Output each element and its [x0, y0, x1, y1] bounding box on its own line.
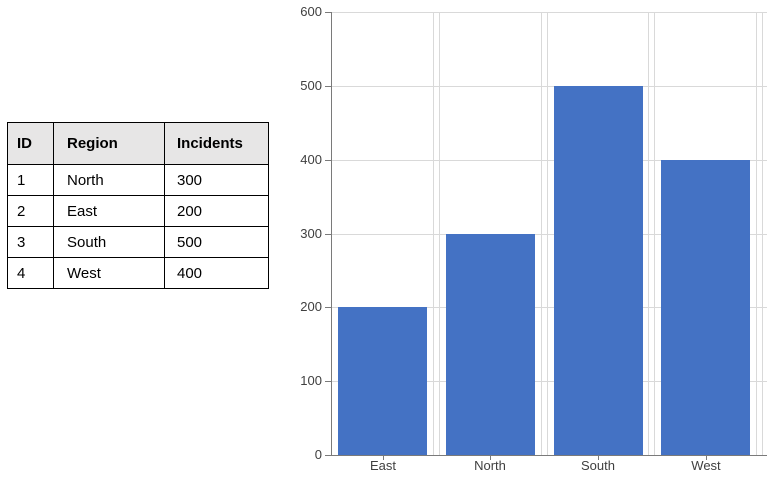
x-axis-category-label: South: [581, 458, 615, 473]
cell-id: 2: [7, 195, 54, 227]
y-axis-tick-label: 500: [300, 78, 322, 93]
region-incidents-table: ID Region Incidents 1 North 300 2 East 2…: [7, 122, 269, 289]
y-axis-tick-label: 400: [300, 152, 322, 167]
table-row: 3 South 500: [7, 226, 269, 258]
gridline-vertical: [547, 12, 548, 455]
y-axis-tick: [325, 381, 331, 382]
data-table: ID Region Incidents 1 North 300 2 East 2…: [7, 122, 269, 289]
y-axis-tick-label: 200: [300, 299, 322, 314]
col-header-id: ID: [7, 122, 54, 165]
bar-east: [338, 307, 427, 455]
x-axis-line: [331, 455, 767, 456]
bar-north: [446, 234, 535, 456]
gridline-vertical: [654, 12, 655, 455]
y-axis-tick: [325, 234, 331, 235]
x-axis-tick: [383, 456, 384, 460]
y-axis-line: [331, 12, 332, 456]
cell-incidents: 500: [164, 226, 269, 258]
cell-incidents: 200: [164, 195, 269, 227]
gridline-vertical: [541, 12, 542, 455]
cell-id: 3: [7, 226, 54, 258]
cell-id: 4: [7, 257, 54, 289]
gridline-horizontal: [331, 160, 767, 161]
gridline-horizontal: [331, 12, 767, 13]
cell-incidents: 400: [164, 257, 269, 289]
gridline-horizontal: [331, 307, 767, 308]
y-axis-tick: [325, 86, 331, 87]
y-axis-tick: [325, 160, 331, 161]
cell-region: West: [53, 257, 165, 289]
gridline-vertical: [756, 12, 757, 455]
gridline-horizontal: [331, 234, 767, 235]
x-axis-tick: [598, 456, 599, 460]
x-axis-category-label: East: [369, 458, 396, 473]
gridline-vertical: [648, 12, 649, 455]
gridline-horizontal: [331, 381, 767, 382]
table-row: 2 East 200: [7, 195, 269, 227]
x-axis-tick: [490, 456, 491, 460]
gridline-horizontal: [331, 86, 767, 87]
gridline-vertical: [439, 12, 440, 455]
y-axis-tick: [325, 455, 331, 456]
y-axis-tick-label: 600: [300, 4, 322, 19]
cell-region: North: [53, 164, 165, 196]
y-axis-tick-label: 300: [300, 226, 322, 241]
bar-south: [554, 86, 643, 455]
x-axis-category-label: North: [474, 458, 506, 473]
bar-west: [661, 160, 750, 455]
gridline-vertical: [762, 12, 763, 455]
table-row: 1 North 300: [7, 164, 269, 196]
x-axis-category-label: West: [691, 458, 721, 473]
y-axis-tick: [325, 307, 331, 308]
gridline-vertical: [433, 12, 434, 455]
y-axis-tick-label: 100: [300, 373, 322, 388]
table-row: 4 West 400: [7, 257, 269, 289]
y-axis-tick: [325, 12, 331, 13]
y-axis-tick-label: 0: [314, 447, 322, 462]
cell-incidents: 300: [164, 164, 269, 196]
table-header-row: ID Region Incidents: [7, 122, 269, 165]
x-axis-tick: [706, 456, 707, 460]
cell-region: South: [53, 226, 165, 258]
